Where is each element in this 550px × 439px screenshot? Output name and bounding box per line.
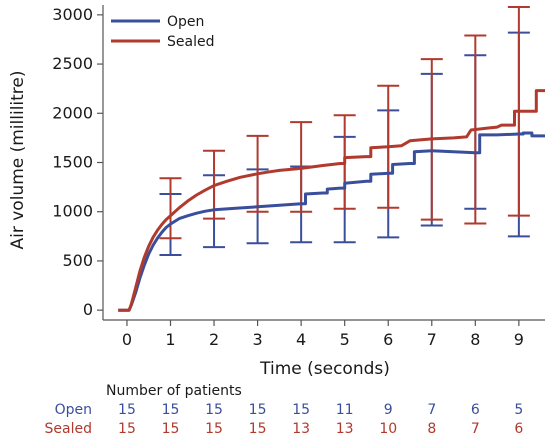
risk-cell-sealed: 15 <box>205 421 223 437</box>
legend: Open Sealed <box>111 14 214 50</box>
legend-label-sealed: Sealed <box>167 34 214 50</box>
risk-cell-sealed: 8 <box>427 421 436 437</box>
x-tick-label: 5 <box>340 330 350 349</box>
y-tick-label: 3000 <box>52 5 93 24</box>
y-tick-label: 2000 <box>52 103 93 122</box>
risk-cell-sealed: 7 <box>471 421 480 437</box>
x-tick-label: 3 <box>252 330 262 349</box>
y-tick-label: 1000 <box>52 202 93 221</box>
risk-row-label-open: Open <box>55 402 92 418</box>
y-tick-label: 500 <box>62 251 93 270</box>
risk-cell-open: 15 <box>292 402 310 418</box>
risk-cell-sealed: 15 <box>118 421 136 437</box>
x-tick-label: 0 <box>122 330 132 349</box>
risk-cell-open: 15 <box>249 402 267 418</box>
x-tick-label: 2 <box>209 330 219 349</box>
y-tick-label: 0 <box>83 300 93 319</box>
x-tick-label: 8 <box>470 330 480 349</box>
risk-cell-open: 11 <box>336 402 354 418</box>
risk-cell-sealed: 6 <box>514 421 523 437</box>
axes: 0 500 1000 1500 2000 2500 3000 0 1 2 3 4 5 6 7 8 9 <box>52 5 545 349</box>
risk-cell-open: 15 <box>118 402 136 418</box>
y-tick-label: 1500 <box>52 153 93 172</box>
risk-cell-sealed: 15 <box>249 421 267 437</box>
risk-row-label-sealed: Sealed <box>45 421 92 437</box>
risk-table: Number of patients Open 15 15 15 15 15 11 9 7 6 5 Se… <box>45 383 524 437</box>
risk-cell-sealed: 13 <box>292 421 310 437</box>
error-bars <box>159 5 530 257</box>
x-tick-label: 7 <box>427 330 437 349</box>
error-bar-sealed <box>159 177 182 240</box>
risk-cell-open: 15 <box>205 402 223 418</box>
y-axis-title: Air volume (millilitre) <box>8 70 28 249</box>
risk-cell-open: 5 <box>514 402 523 418</box>
risk-cell-sealed: 10 <box>379 421 397 437</box>
risk-table-title: Number of patients <box>106 383 242 399</box>
x-tick-label: 4 <box>296 330 306 349</box>
y-tick-label: 2500 <box>52 54 93 73</box>
risk-cell-sealed: 15 <box>162 421 180 437</box>
risk-cell-open: 9 <box>384 402 393 418</box>
series-lines <box>118 89 545 312</box>
x-tick-label: 1 <box>165 330 175 349</box>
series-line-open <box>118 131 545 312</box>
risk-cell-open: 7 <box>427 402 436 418</box>
risk-cell-open: 6 <box>471 402 480 418</box>
legend-label-open: Open <box>167 14 204 30</box>
series-line-sealed <box>118 89 545 312</box>
risk-cell-sealed: 13 <box>336 421 354 437</box>
x-tick-label: 6 <box>383 330 393 349</box>
risk-cell-open: 15 <box>162 402 180 418</box>
x-tick-label: 9 <box>514 330 524 349</box>
x-axis-title: Time (seconds) <box>259 359 390 379</box>
